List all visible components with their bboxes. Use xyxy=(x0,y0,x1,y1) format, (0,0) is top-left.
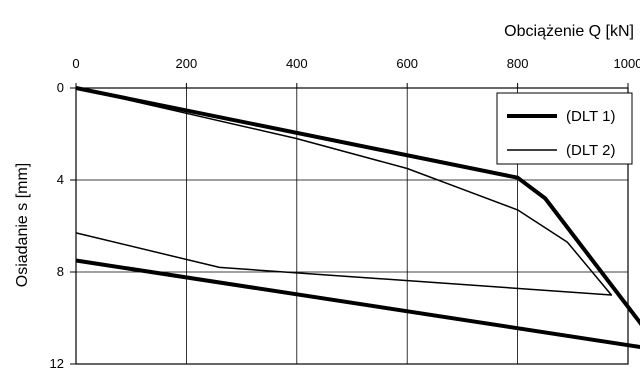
legend-box xyxy=(496,92,633,165)
x-tick-label-800: 800 xyxy=(507,56,529,71)
x-tick-labels: 0 200 400 600 800 1000 xyxy=(72,56,640,71)
x-tick-label-600: 600 xyxy=(396,56,418,71)
y-tick-label-8: 8 xyxy=(57,264,64,279)
series-line-dlt1 xyxy=(75,86,640,349)
y-axis-title: Osiadanie s [mm] xyxy=(14,163,31,287)
y-tick-label-4: 4 xyxy=(57,172,64,187)
legend: (DLT 1) (DLT 2) xyxy=(496,92,633,165)
y-tick-label-0: 0 xyxy=(57,80,64,95)
x-tick-label-400: 400 xyxy=(286,56,308,71)
x-tick-label-1000: 1000 xyxy=(614,56,640,71)
x-axis-title: Obciążenie Q [kN] xyxy=(504,23,634,40)
x-tick-label-0: 0 xyxy=(72,56,79,71)
series-lines xyxy=(75,86,640,349)
legend-label-dlt1: (DLT 1) xyxy=(566,108,615,125)
y-tick-label-12: 12 xyxy=(50,356,64,369)
series-line-dlt2 xyxy=(75,87,613,296)
plot-frame xyxy=(75,87,629,365)
y-tick-labels: 0 4 8 12 xyxy=(50,80,64,369)
legend-label-dlt2: (DLT 2) xyxy=(566,142,615,159)
x-tick-label-200: 200 xyxy=(176,56,198,71)
